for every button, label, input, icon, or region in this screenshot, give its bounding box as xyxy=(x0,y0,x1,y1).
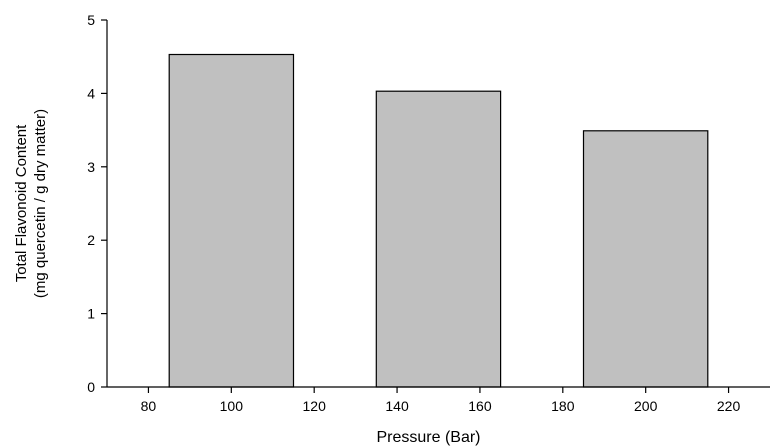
x-tick-label-220: 220 xyxy=(717,398,741,414)
y-axis-title-line-2: (mg quercetin / g dry matter) xyxy=(32,109,49,298)
x-tick-label-160: 160 xyxy=(468,398,492,414)
bar-200 xyxy=(582,130,709,388)
y-ticks-group: 0 1 2 3 4 5 xyxy=(87,12,107,395)
bars-group xyxy=(168,53,709,388)
y-tick-label-3: 3 xyxy=(87,159,95,175)
x-tick-label-120: 120 xyxy=(303,398,327,414)
y-tick-label-0: 0 xyxy=(87,379,95,395)
x-tick-label-200: 200 xyxy=(634,398,658,414)
x-ticks-group: 80 100 120 140 160 180 200 220 xyxy=(141,387,741,414)
y-tick-label-2: 2 xyxy=(87,232,95,248)
x-tick-label-80: 80 xyxy=(141,398,157,414)
y-tick-label-1: 1 xyxy=(87,306,95,322)
bar-100 xyxy=(168,53,295,388)
x-tick-label-180: 180 xyxy=(551,398,575,414)
y-axis-title-line-1: Total Flavonoid Content xyxy=(13,124,30,282)
bar-150 xyxy=(375,90,502,388)
y-tick-label-4: 4 xyxy=(87,85,95,101)
y-axis-title: Total Flavonoid Content (mg quercetin / … xyxy=(13,109,49,298)
x-axis-title: Pressure (Bar) xyxy=(376,429,480,446)
axes-group xyxy=(106,20,770,388)
y-tick-label-5: 5 xyxy=(87,12,95,28)
x-tick-label-100: 100 xyxy=(220,398,244,414)
x-tick-label-140: 140 xyxy=(385,398,409,414)
